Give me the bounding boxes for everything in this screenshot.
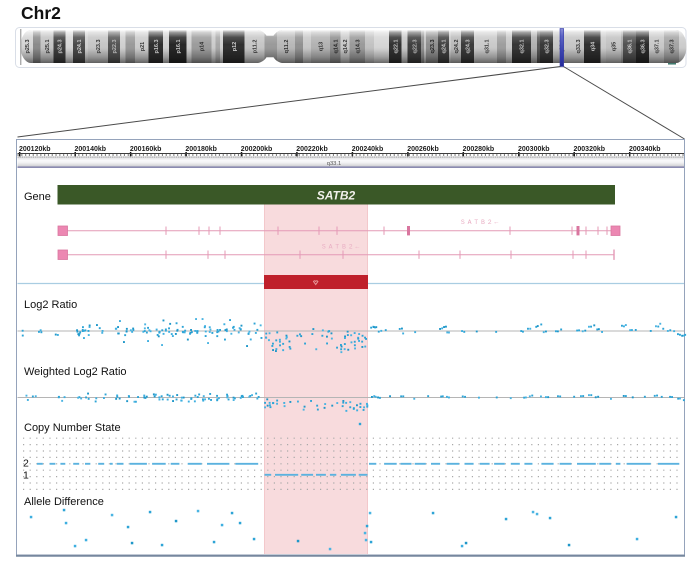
svg-text:p16.3: p16.3 bbox=[154, 39, 160, 53]
svg-text:q33.1: q33.1 bbox=[327, 161, 342, 167]
svg-text:p14: p14 bbox=[200, 41, 206, 51]
svg-text:q32.3: q32.3 bbox=[545, 39, 551, 53]
svg-text:Gene: Gene bbox=[24, 191, 51, 203]
svg-text:q24.2: q24.2 bbox=[454, 39, 460, 53]
svg-text:q37.1: q37.1 bbox=[655, 39, 661, 53]
svg-text:q22.1: q22.1 bbox=[393, 39, 399, 53]
svg-text:p23.3: p23.3 bbox=[96, 39, 102, 53]
svg-text:Allele Difference: Allele Difference bbox=[24, 496, 104, 508]
svg-text:200200kb: 200200kb bbox=[241, 146, 273, 153]
svg-text:q22.3: q22.3 bbox=[412, 39, 418, 53]
svg-text:Copy Number State: Copy Number State bbox=[24, 422, 121, 434]
svg-text:200340kb: 200340kb bbox=[629, 146, 661, 153]
svg-text:Log2 Ratio: Log2 Ratio bbox=[24, 299, 77, 311]
svg-text:200140kb: 200140kb bbox=[75, 146, 107, 153]
svg-text:p25.3: p25.3 bbox=[25, 39, 31, 53]
svg-text:q24.3: q24.3 bbox=[466, 39, 472, 53]
svg-text:q14.1: q14.1 bbox=[333, 39, 339, 53]
svg-text:200280kb: 200280kb bbox=[463, 146, 495, 153]
svg-text:q37.3: q37.3 bbox=[670, 39, 676, 53]
svg-text:200180kb: 200180kb bbox=[185, 146, 217, 153]
svg-text:SATB2←: SATB2← bbox=[322, 244, 362, 251]
svg-text:p22.3: p22.3 bbox=[112, 39, 118, 53]
svg-text:1: 1 bbox=[23, 470, 29, 482]
svg-text:q33.3: q33.3 bbox=[576, 39, 582, 53]
svg-text:200220kb: 200220kb bbox=[296, 146, 328, 153]
svg-text:p21: p21 bbox=[140, 42, 146, 51]
svg-text:q31.1: q31.1 bbox=[485, 39, 491, 53]
svg-text:q13: q13 bbox=[319, 42, 325, 51]
svg-text:p24.1: p24.1 bbox=[77, 39, 83, 53]
svg-text:q36.1: q36.1 bbox=[628, 39, 634, 53]
svg-text:q24.1: q24.1 bbox=[442, 39, 448, 53]
svg-text:SATB2: SATB2 bbox=[317, 189, 356, 203]
svg-text:SATB2←: SATB2← bbox=[461, 219, 501, 226]
svg-text:200160kb: 200160kb bbox=[130, 146, 162, 153]
svg-text:q14.2: q14.2 bbox=[343, 39, 349, 53]
svg-text:p11.2: p11.2 bbox=[253, 40, 259, 54]
svg-text:q36.3: q36.3 bbox=[641, 39, 647, 53]
svg-text:q34: q34 bbox=[590, 41, 596, 51]
svg-text:200240kb: 200240kb bbox=[352, 146, 384, 153]
svg-text:Chr2: Chr2 bbox=[21, 3, 61, 23]
svg-text:200300kb: 200300kb bbox=[518, 146, 550, 153]
svg-text:q32.1: q32.1 bbox=[520, 39, 526, 53]
svg-text:200260kb: 200260kb bbox=[407, 146, 439, 153]
svg-text:q14.3: q14.3 bbox=[355, 39, 361, 53]
svg-text:Weighted Log2 Ratio: Weighted Log2 Ratio bbox=[24, 366, 127, 378]
svg-text:q35: q35 bbox=[612, 42, 618, 51]
svg-text:p25.1: p25.1 bbox=[45, 39, 51, 53]
svg-text:200120kb: 200120kb bbox=[19, 146, 51, 153]
svg-text:200320kb: 200320kb bbox=[574, 146, 606, 153]
svg-text:p16.1: p16.1 bbox=[176, 39, 182, 53]
svg-text:p12: p12 bbox=[232, 42, 238, 51]
svg-text:p24.3: p24.3 bbox=[58, 39, 64, 53]
svg-text:q11.2: q11.2 bbox=[284, 40, 290, 54]
svg-text:2: 2 bbox=[23, 458, 29, 470]
svg-text:q23.3: q23.3 bbox=[430, 39, 436, 53]
